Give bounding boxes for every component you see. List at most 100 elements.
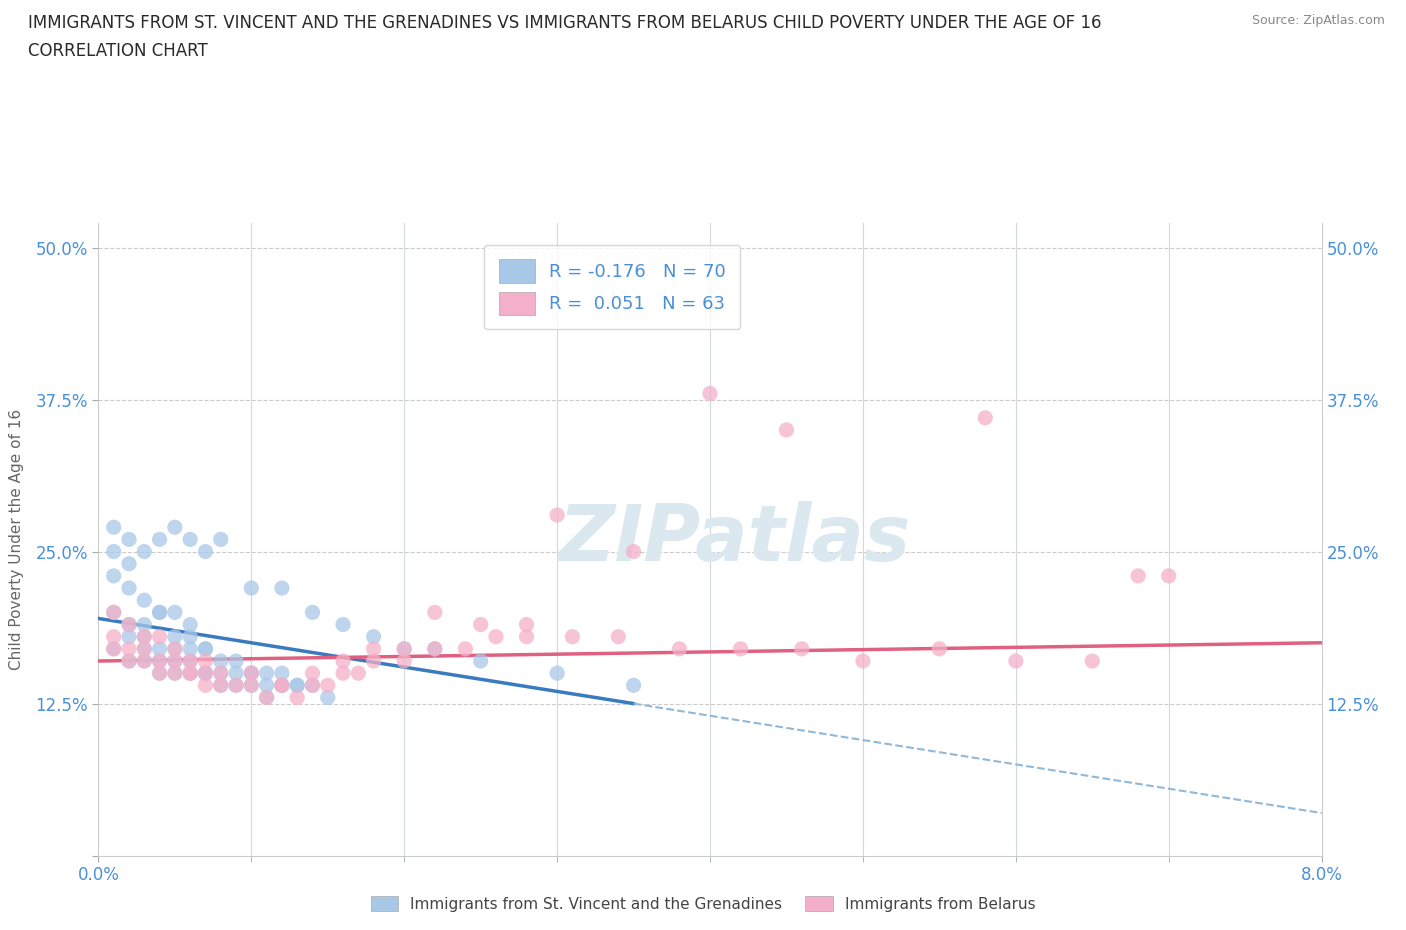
- Point: [179, 666, 201, 681]
- Point: [149, 604, 172, 619]
- Point: [470, 618, 492, 632]
- Point: [332, 666, 354, 681]
- Point: [179, 666, 201, 681]
- Point: [1157, 568, 1180, 583]
- Point: [363, 630, 385, 644]
- Point: [256, 690, 278, 705]
- Text: CORRELATION CHART: CORRELATION CHART: [28, 42, 208, 60]
- Point: [118, 654, 141, 669]
- Point: [392, 654, 416, 669]
- Point: [561, 630, 583, 644]
- Point: [730, 642, 752, 657]
- Point: [149, 666, 172, 681]
- Point: [240, 678, 263, 693]
- Point: [103, 642, 125, 657]
- Point: [149, 630, 172, 644]
- Point: [194, 666, 217, 681]
- Point: [332, 654, 354, 669]
- Point: [118, 580, 141, 595]
- Point: [134, 642, 156, 657]
- Point: [775, 422, 797, 437]
- Point: [852, 654, 875, 669]
- Point: [516, 618, 538, 632]
- Point: [301, 678, 323, 693]
- Point: [134, 544, 156, 559]
- Point: [118, 642, 141, 657]
- Point: [163, 604, 186, 619]
- Point: [194, 642, 217, 657]
- Point: [209, 654, 232, 669]
- Point: [347, 666, 370, 681]
- Point: [163, 666, 186, 681]
- Point: [209, 666, 232, 681]
- Point: [607, 630, 630, 644]
- Point: [103, 604, 125, 619]
- Point: [103, 630, 125, 644]
- Point: [392, 642, 416, 657]
- Point: [240, 678, 263, 693]
- Point: [163, 520, 186, 535]
- Point: [149, 654, 172, 669]
- Point: [423, 604, 446, 619]
- Point: [209, 678, 232, 693]
- Point: [163, 630, 186, 644]
- Point: [256, 690, 278, 705]
- Point: [149, 604, 172, 619]
- Point: [270, 678, 294, 693]
- Point: [256, 666, 278, 681]
- Point: [118, 532, 141, 547]
- Point: [194, 544, 217, 559]
- Point: [285, 678, 308, 693]
- Point: [194, 666, 217, 681]
- Point: [363, 654, 385, 669]
- Point: [194, 666, 217, 681]
- Point: [163, 654, 186, 669]
- Point: [485, 630, 508, 644]
- Point: [149, 666, 172, 681]
- Text: IMMIGRANTS FROM ST. VINCENT AND THE GRENADINES VS IMMIGRANTS FROM BELARUS CHILD : IMMIGRANTS FROM ST. VINCENT AND THE GREN…: [28, 14, 1102, 32]
- Point: [134, 618, 156, 632]
- Legend: R = -0.176   N = 70, R =  0.051   N = 63: R = -0.176 N = 70, R = 0.051 N = 63: [484, 245, 741, 329]
- Point: [546, 508, 568, 523]
- Point: [1081, 654, 1104, 669]
- Point: [179, 642, 201, 657]
- Point: [118, 556, 141, 571]
- Point: [134, 592, 156, 607]
- Point: [423, 642, 446, 657]
- Point: [179, 666, 201, 681]
- Point: [332, 618, 354, 632]
- Point: [285, 678, 308, 693]
- Point: [546, 666, 568, 681]
- Point: [194, 654, 217, 669]
- Point: [270, 666, 294, 681]
- Point: [240, 666, 263, 681]
- Point: [270, 678, 294, 693]
- Point: [179, 618, 201, 632]
- Y-axis label: Child Poverty Under the Age of 16: Child Poverty Under the Age of 16: [10, 409, 24, 670]
- Point: [699, 386, 721, 401]
- Point: [103, 568, 125, 583]
- Point: [134, 630, 156, 644]
- Point: [163, 642, 186, 657]
- Point: [240, 666, 263, 681]
- Point: [134, 630, 156, 644]
- Point: [209, 532, 232, 547]
- Point: [516, 630, 538, 644]
- Point: [316, 690, 339, 705]
- Point: [103, 642, 125, 657]
- Point: [194, 678, 217, 693]
- Legend: Immigrants from St. Vincent and the Grenadines, Immigrants from Belarus: Immigrants from St. Vincent and the Gren…: [364, 889, 1042, 918]
- Point: [301, 666, 323, 681]
- Point: [225, 678, 247, 693]
- Point: [1128, 568, 1150, 583]
- Point: [194, 642, 217, 657]
- Point: [163, 666, 186, 681]
- Point: [454, 642, 477, 657]
- Point: [240, 666, 263, 681]
- Point: [270, 678, 294, 693]
- Point: [668, 642, 690, 657]
- Point: [240, 580, 263, 595]
- Point: [103, 544, 125, 559]
- Point: [363, 642, 385, 657]
- Point: [149, 642, 172, 657]
